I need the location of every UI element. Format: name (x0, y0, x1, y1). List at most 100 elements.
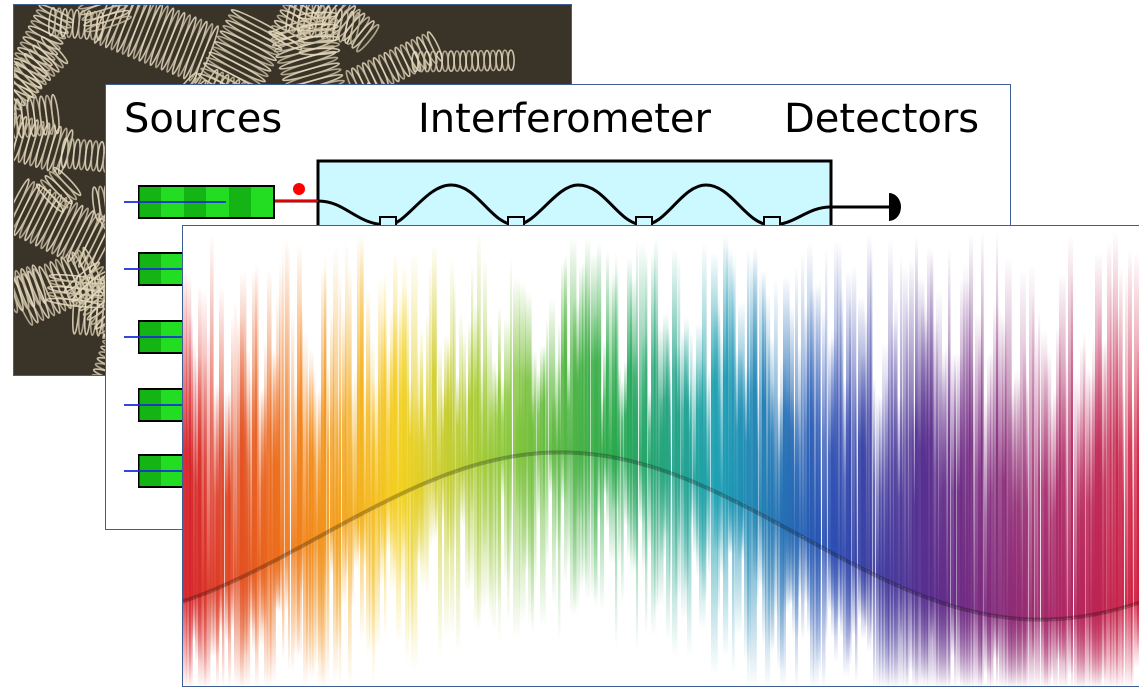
spectrum-streak (1023, 344, 1027, 619)
spectrum-reflection (1104, 612, 1107, 687)
spectrum-streak (198, 285, 201, 596)
spectrum-reflection (756, 512, 759, 609)
spectrum-streak (618, 365, 621, 458)
spectrum-streak (972, 355, 975, 612)
spectrum-reflection (429, 482, 432, 551)
spectrum-reflection (384, 502, 386, 638)
spectrum-reflection (285, 555, 288, 612)
spectrum-reflection (996, 616, 998, 687)
spectrum-streak (1131, 395, 1133, 605)
spectrum-reflection (564, 452, 567, 584)
spectrum-reflection (621, 459, 624, 604)
spectrum-drawing (183, 226, 1139, 687)
spectrum-reflection (537, 453, 540, 522)
spectrum-streak (222, 392, 224, 586)
spectrum-streak (291, 306, 294, 552)
spectrum-streak (426, 312, 429, 483)
spectrum-reflection (771, 520, 774, 654)
spectrum-streak (204, 355, 207, 594)
spectrum-reflection (1050, 619, 1053, 679)
spectrum-reflection (825, 549, 827, 642)
spectrum-reflection (900, 587, 902, 639)
spectrum-reflection (234, 581, 237, 685)
spectrum-streak (264, 339, 267, 566)
spectrum-reflection (801, 536, 804, 639)
spectrum-reflection (558, 452, 560, 641)
spectrum-streak (345, 241, 348, 523)
spectrum-streak (996, 232, 998, 616)
spectrum-streak (324, 256, 326, 534)
spectrum-streak (285, 237, 288, 555)
spectrum-streak (981, 232, 984, 613)
spectrum-streak (1062, 379, 1065, 618)
spectrum-streak (234, 300, 237, 581)
spectrum-streak (453, 279, 456, 472)
spectrum-streak (228, 389, 231, 583)
spectrum-streak (537, 369, 540, 453)
spectrum-reflection (906, 589, 909, 687)
spectrum-reflection (324, 534, 326, 584)
spectrum-reflection (705, 487, 708, 559)
spectrum-streak (1083, 331, 1086, 617)
spectrum-streak (1098, 300, 1101, 614)
spectrum-streak (498, 306, 501, 459)
spectrum-reflection (1071, 618, 1073, 687)
spectrum-streak (435, 383, 438, 479)
spectrum-reflection (1116, 610, 1119, 687)
spectrum-streak (705, 375, 708, 487)
spectrum-reflection (1035, 620, 1038, 687)
spectrum-reflection (819, 546, 821, 676)
spectrum-streak (558, 321, 560, 452)
spectrum-streak (372, 378, 375, 509)
spectrum-reflection (606, 456, 609, 528)
spectrum-reflection (840, 557, 843, 637)
spectrum-streak (327, 363, 329, 532)
spectrum-streak (429, 262, 432, 482)
spectrum-streak (1125, 273, 1128, 607)
spectrum-reflection (222, 586, 224, 687)
spectrum-reflection (1125, 607, 1128, 687)
spectrum-streak (423, 398, 426, 484)
spectrum-streak (1116, 307, 1119, 609)
spectrum-reflection (915, 593, 918, 687)
spectrum-reflection (618, 458, 621, 565)
spectrum-reflection (426, 483, 429, 595)
spectrum-reflection (420, 485, 423, 588)
spectrum-reflection (1131, 605, 1133, 687)
spectrum-reflection (849, 562, 851, 648)
spectrum-streak (906, 300, 909, 589)
spectrum-streak (741, 350, 743, 504)
spectrum-reflection (822, 548, 825, 687)
spectrum-reflection (669, 473, 671, 598)
spectrum-streak (351, 380, 354, 519)
spectrum-streak (771, 382, 774, 520)
photon-icon (293, 183, 305, 195)
spectrum-reflection (1098, 614, 1101, 687)
spectrum-reflection (231, 582, 234, 630)
spectrum-streak (870, 245, 872, 573)
spectrum-streak (1038, 310, 1040, 620)
spectrum-reflection (999, 617, 1002, 687)
spectrum-streak (384, 270, 386, 502)
spectrum-streak (282, 248, 284, 557)
spectrum-reflection (795, 533, 798, 687)
spectrum-streak (534, 351, 537, 454)
spectrum-reflection (567, 452, 570, 566)
spectrum-streak (795, 266, 798, 533)
spectrum-streak (717, 291, 720, 493)
spectrum-streak (708, 367, 710, 489)
spectrum-streak (756, 378, 759, 512)
spectrum-reflection (423, 484, 426, 588)
spectrum-streak (645, 250, 647, 464)
spectrum-reflection (327, 532, 329, 682)
spectrum-streak (1050, 400, 1053, 620)
spectrum-reflection (690, 481, 693, 527)
spectrum-reflection (1023, 619, 1027, 687)
spectrum-streak (510, 257, 512, 457)
spectrum-streak (900, 255, 902, 586)
spectrum-streak (339, 272, 341, 525)
spectrum-reflection (948, 605, 950, 687)
spectrum-streak (420, 325, 423, 485)
spectrum-streak (564, 255, 567, 453)
spectrum-streak (636, 238, 638, 462)
